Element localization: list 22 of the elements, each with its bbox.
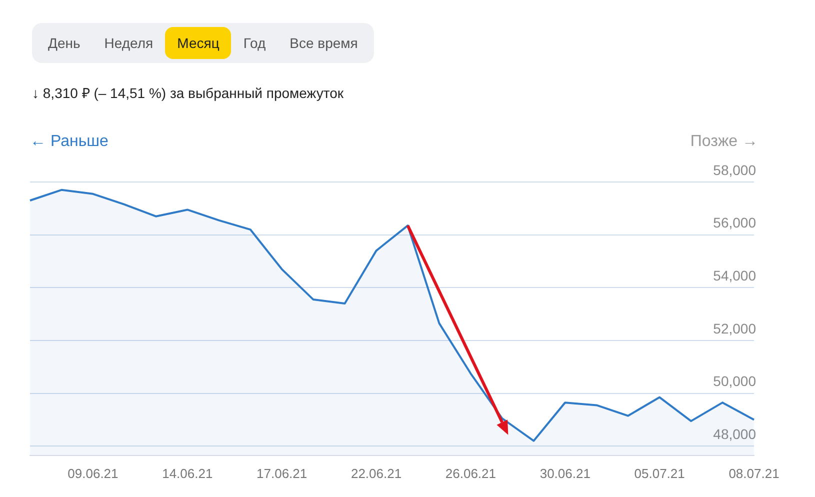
y-tick-label: 48,000 [713, 426, 756, 442]
x-tick-label: 26.06.21 [445, 466, 496, 481]
text: Год [242, 34, 267, 53]
x-tick-label: 30.06.21 [540, 466, 590, 481]
text: День [47, 34, 82, 53]
y-tick-label: 58,000 [713, 162, 756, 178]
x-tick-label: 09.06.21 [68, 466, 118, 481]
x-tick-label: 08.07.21 [728, 466, 780, 481]
x-tick-label: 14.06.21 [162, 466, 213, 481]
y-tick-label: 56,000 [713, 214, 756, 231]
text: Месяц [165, 27, 232, 59]
text: Все время [288, 34, 359, 53]
x-tick-label: 05.07.21 [634, 466, 685, 481]
text: ← Раньше [30, 133, 108, 151]
text: Неделя [103, 34, 154, 53]
text: Позже → [690, 133, 758, 151]
x-tick-label: 17.06.21 [256, 466, 308, 481]
y-tick-label: 54,000 [713, 268, 756, 284]
x-tick-label: 22.06.21 [350, 466, 402, 481]
chart-subtitle: ↓ 8,310 ₽ (– 14,51 %) за выбранный промежуток [32, 84, 344, 102]
y-tick-label: 50,000 [713, 373, 756, 390]
y-tick-label: 52,000 [713, 320, 756, 336]
